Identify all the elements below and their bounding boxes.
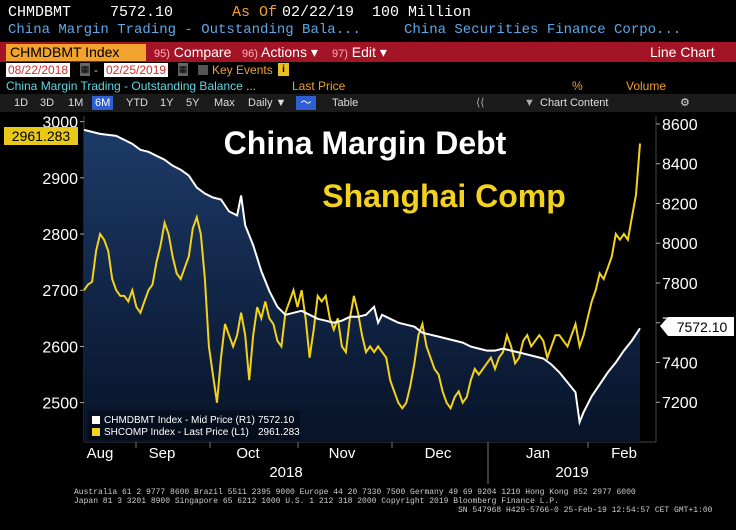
period-1y[interactable]: 1Y xyxy=(160,97,174,109)
left-tick-label: 2800 xyxy=(42,227,78,244)
left-tick-label: 2500 xyxy=(42,396,78,413)
last-price-header: Last Price xyxy=(292,79,346,93)
x-year-label: 2019 xyxy=(555,464,588,481)
right-tick-label: 7800 xyxy=(662,276,698,293)
x-tick-label: Dec xyxy=(425,445,452,462)
unit-label: 100 Million xyxy=(372,4,472,21)
as-of-label: As Of xyxy=(232,4,278,21)
footer-contacts-line2: Japan 81 3 3201 8900 Singapore 65 6212 1… xyxy=(74,497,559,506)
legend-swatch-shcomp xyxy=(92,428,100,436)
actions-number: 96) xyxy=(242,48,258,60)
last-price: 7572.10 xyxy=(110,4,174,21)
security-header: CHMDBMT 7572.10 As Of 02/22/19 100 Milli… xyxy=(0,4,736,22)
chart-toolbar: 1D 3D 1M 6M YTD 1Y 5Y Max Daily ▼ 〜 Tabl… xyxy=(0,94,736,112)
right-tick-label: 8200 xyxy=(662,196,698,213)
x-tick-label: Sep xyxy=(149,445,176,462)
line-chart-icon[interactable]: 〜 xyxy=(296,96,316,110)
legend-shcomp-value: 2961.283 xyxy=(258,427,300,438)
percent-header: % xyxy=(572,79,583,93)
frequency-label: Daily xyxy=(248,97,273,109)
left-last-value: 2961.283 xyxy=(12,128,71,144)
volume-header: Volume xyxy=(626,79,667,93)
footer-contacts-line1: Australia 61 2 9777 8600 Brazil 5511 239… xyxy=(74,488,636,497)
gear-icon[interactable]: ⚙ xyxy=(680,97,690,109)
frequency-select[interactable]: Daily ▼ xyxy=(248,96,286,110)
shcomp-line xyxy=(83,143,641,411)
x-tick-label: Nov xyxy=(329,445,356,462)
key-events-label: Key Events xyxy=(212,63,273,77)
x-tick-label: Aug xyxy=(87,445,114,462)
footer: Australia 61 2 9777 8600 Brazil 5511 239… xyxy=(0,484,736,530)
margin-debt-line xyxy=(83,128,641,426)
chart-content-button[interactable]: Chart Content xyxy=(540,97,609,109)
x-axis: Aug Sep Oct Nov Dec Jan Feb 2018 2019 xyxy=(87,442,637,484)
series-header-row: China Margin Trading - Outstanding Balan… xyxy=(0,79,736,94)
calendar-icon[interactable]: ▦ xyxy=(178,63,188,76)
ticker: CHMDBMT xyxy=(8,4,72,21)
chevron-down-icon: ▾ xyxy=(379,44,387,60)
series-description: China Margin Trading - Outstanding Balan… xyxy=(6,79,257,93)
chart-subtitle: Shanghai Comp xyxy=(322,178,566,214)
x-year-label: 2018 xyxy=(269,464,302,481)
right-tick-label: 8400 xyxy=(662,157,698,174)
period-3d[interactable]: 3D xyxy=(40,97,55,109)
date-range-row: 08/22/2018 ▦ - 02/25/2019 ▦ Key Events i xyxy=(0,62,736,78)
security-description-row: China Margin Trading - Outstanding Bala.… xyxy=(0,22,736,40)
period-5y[interactable]: 5Y xyxy=(186,97,200,109)
compare-label: Compare xyxy=(173,44,232,60)
actions-button[interactable]: 96) Actions ▾ xyxy=(242,44,318,61)
collapse-icon[interactable]: ⟨⟨ xyxy=(476,97,485,109)
margin-debt-area xyxy=(84,129,640,442)
period-max[interactable]: Max xyxy=(214,97,235,109)
x-tick-label: Feb xyxy=(611,445,637,462)
actions-label: Actions xyxy=(261,44,307,60)
period-6m[interactable]: 6M xyxy=(92,96,114,110)
calendar-icon[interactable]: ▦ xyxy=(80,63,90,76)
start-date-input[interactable]: 08/22/2018 xyxy=(6,63,71,77)
function-bar: CHMDBMT Index 95) Compare 96) Actions ▾ … xyxy=(0,42,736,62)
period-ytd[interactable]: YTD xyxy=(126,97,148,109)
right-tick-label: 7200 xyxy=(662,395,698,412)
right-tick-label: 8600 xyxy=(662,117,698,134)
right-tick-label: 8000 xyxy=(662,236,698,253)
legend-chmdbmt-value: 7572.10 xyxy=(258,415,295,426)
edit-label: Edit xyxy=(351,44,376,60)
right-last-value: 7572.10 xyxy=(677,319,728,335)
left-tick-label: 2700 xyxy=(42,283,78,300)
footer-session-info: SN 547968 H429-5766-0 25-Feb-19 12:54:57… xyxy=(458,506,713,515)
as-of-date[interactable]: 02/22/19 xyxy=(282,4,355,21)
compare-button[interactable]: 95) Compare xyxy=(154,44,231,61)
left-tick-label: 2600 xyxy=(42,339,78,356)
chart-title: China Margin Debt xyxy=(224,125,507,161)
period-1m[interactable]: 1M xyxy=(68,97,84,109)
left-tick-label: 2900 xyxy=(42,171,78,188)
chart-type-label[interactable]: Line Chart xyxy=(650,44,715,60)
data-source: China Securities Finance Corpo... xyxy=(404,22,682,38)
security-description: China Margin Trading - Outstanding Bala.… xyxy=(8,22,361,38)
legend-shcomp-name: SHCOMP Index - Last Price (L1) xyxy=(104,427,249,438)
edit-number: 97) xyxy=(332,48,348,60)
right-tick-label: 7400 xyxy=(662,355,698,372)
right-last-value-box xyxy=(660,317,734,336)
chevron-down-icon[interactable]: ▼ xyxy=(524,97,535,109)
security-input[interactable]: CHMDBMT Index xyxy=(6,44,146,61)
compare-number: 95) xyxy=(154,48,170,60)
chevron-down-icon: ▾ xyxy=(310,44,318,60)
x-tick-label: Oct xyxy=(236,445,260,462)
table-button[interactable]: Table xyxy=(332,97,359,109)
end-date-input[interactable]: 02/25/2019 xyxy=(104,63,169,77)
left-last-value-box xyxy=(4,127,78,145)
legend-swatch-chmdbmt xyxy=(92,416,100,424)
legend-chmdbmt-name: CHMDBMT Index - Mid Price (R1) xyxy=(104,415,255,426)
chart-legend: CHMDBMT Index - Mid Price (R1) 7572.10 S… xyxy=(88,410,300,440)
period-1d[interactable]: 1D xyxy=(14,97,29,109)
edit-button[interactable]: 97) Edit ▾ xyxy=(332,44,387,61)
info-icon[interactable]: i xyxy=(278,63,289,76)
key-events-checkbox[interactable] xyxy=(198,65,208,75)
x-tick-label: Jan xyxy=(526,445,550,462)
chevron-down-icon: ▼ xyxy=(275,97,287,109)
